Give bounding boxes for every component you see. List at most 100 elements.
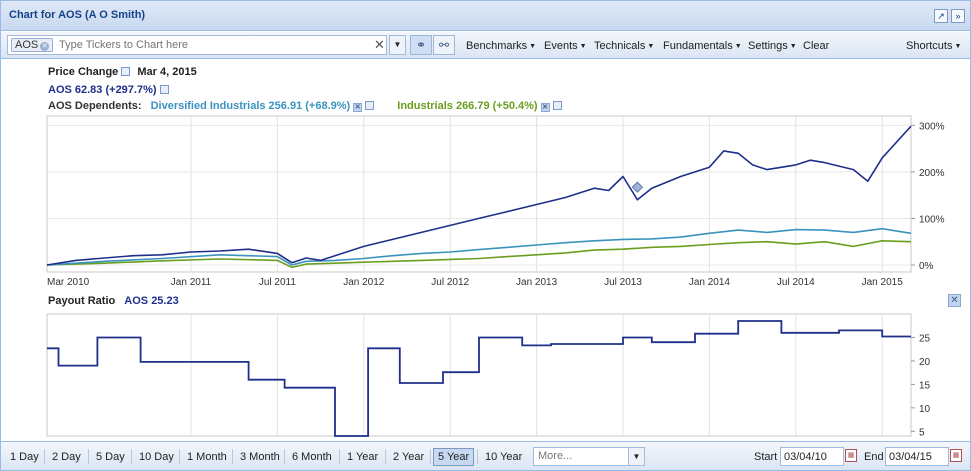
industrials-legend-label: Industrials 266.79 (+50.4%) bbox=[397, 100, 538, 112]
chart-toolbar: AOS✕ ✕ ▼ ⚭ ⚯ Benchmarks▼ Events▼ Technic… bbox=[1, 32, 970, 59]
dependents-label: AOS Dependents: bbox=[48, 100, 142, 112]
menu-shortcuts-label: Shortcuts bbox=[906, 40, 953, 52]
range-separator bbox=[232, 449, 233, 464]
menu-fundamentals[interactable]: Fundamentals ▼ bbox=[663, 40, 742, 52]
price-date: Mar 4, 2015 bbox=[137, 66, 197, 78]
calendar-icon[interactable]: ▦ bbox=[845, 449, 857, 462]
unlink-icon[interactable]: ⚯ bbox=[433, 35, 455, 55]
payout-ratio-line bbox=[47, 320, 911, 437]
chart-type-icon[interactable] bbox=[121, 67, 131, 76]
event-marker-icon bbox=[631, 181, 644, 193]
chevron-down-icon: ▼ bbox=[579, 43, 587, 50]
y-tick-label: 300% bbox=[919, 121, 945, 132]
x-tick-label: Jan 2015 bbox=[862, 277, 904, 288]
ticker-chip-label: AOS bbox=[15, 39, 39, 51]
remove-ticker-icon[interactable]: ✕ bbox=[40, 42, 50, 51]
end-date-input[interactable] bbox=[885, 447, 949, 466]
start-date-label: Start bbox=[754, 451, 778, 463]
chevron-down-icon: ▼ bbox=[529, 43, 537, 50]
range-separator bbox=[131, 449, 132, 464]
y-tick-label: 25 bbox=[919, 333, 931, 344]
range-separator bbox=[430, 449, 431, 464]
industrials-line bbox=[46, 240, 912, 269]
aos-legend: AOS 62.83 (+297.7%) bbox=[48, 84, 169, 96]
range-bar: 1 Day 2 Day 5 Day 10 Day 1 Month 3 Month 6 Mon… bbox=[1, 441, 970, 470]
range-button-10-day[interactable]: 10 Day bbox=[139, 451, 174, 463]
range-separator bbox=[44, 449, 45, 464]
y-tick-label: 100% bbox=[919, 214, 945, 225]
series-style-icon[interactable] bbox=[552, 101, 562, 110]
window-title: Chart for AOS (A O Smith) bbox=[9, 9, 146, 21]
ticker-chip[interactable]: AOS ✕ bbox=[11, 38, 54, 52]
x-tick-label: Jul 2012 bbox=[431, 277, 469, 288]
range-separator bbox=[385, 449, 386, 464]
range-button-1-year[interactable]: 1 Year bbox=[347, 451, 379, 463]
chevron-down-icon: ▼ bbox=[647, 43, 655, 50]
y-tick-label: 5 bbox=[919, 427, 925, 438]
price-chart: Mar 2010 Jan 2011 Jul 2011 Jan 2012 Jul 2012… bbox=[46, 115, 945, 288]
y-tick-label: 200% bbox=[919, 168, 945, 179]
popout-icon[interactable]: ↗ bbox=[934, 9, 948, 23]
x-tick-label: Mar 2010 bbox=[47, 277, 90, 288]
series-style-icon[interactable] bbox=[365, 101, 375, 110]
chevron-down-icon: ▼ bbox=[734, 43, 742, 50]
aos-legend-label: AOS 62.83 (+297.7%) bbox=[48, 84, 157, 96]
close-payout-panel-icon[interactable]: ✕ bbox=[948, 294, 961, 307]
x-tick-label: Jan 2014 bbox=[689, 277, 731, 288]
remove-industrials-icon[interactable]: ✕ bbox=[540, 103, 550, 112]
collapse-icon[interactable]: » bbox=[951, 9, 965, 23]
menu-benchmarks-label: Benchmarks bbox=[466, 40, 528, 52]
aos-price-line bbox=[46, 125, 912, 266]
payout-value: AOS 25.23 bbox=[124, 295, 179, 307]
range-button-2-day[interactable]: 2 Day bbox=[52, 451, 81, 463]
series-style-icon[interactable] bbox=[159, 85, 169, 94]
more-ranges-label: More... bbox=[538, 450, 573, 462]
diversified-legend-label: Diversified Industrials 256.91 (+68.9%) bbox=[150, 100, 351, 112]
ticker-box[interactable]: AOS✕ ✕ bbox=[7, 35, 387, 55]
more-ranges-select[interactable]: More... ▼ bbox=[533, 447, 645, 466]
x-tick-label: Jan 2011 bbox=[171, 277, 212, 288]
menu-settings-label: Settings bbox=[748, 40, 788, 52]
chevron-down-icon: ▼ bbox=[954, 43, 962, 50]
x-tick-label: Jul 2013 bbox=[604, 277, 642, 288]
payout-frame bbox=[46, 313, 912, 437]
range-button-6-month[interactable]: 6 Month bbox=[292, 451, 332, 463]
ticker-dropdown-button[interactable]: ▼ bbox=[389, 35, 406, 55]
range-button-10-year[interactable]: 10 Year bbox=[485, 451, 523, 463]
menu-benchmarks[interactable]: Benchmarks ▼ bbox=[466, 40, 536, 52]
plot-area: Price Change Mar 4, 2015 AOS 62.83 (+297… bbox=[1, 60, 970, 439]
range-button-5-year[interactable]: 5 Year bbox=[433, 448, 475, 466]
range-button-5-day[interactable]: 5 Day bbox=[96, 451, 125, 463]
chevron-down-icon: ▼ bbox=[789, 43, 797, 50]
range-separator bbox=[179, 449, 180, 464]
link-icon[interactable]: ⚭ bbox=[410, 35, 432, 55]
menu-events-label: Events bbox=[544, 40, 578, 52]
range-button-2-year[interactable]: 2 Year bbox=[393, 451, 425, 463]
payout-heading: Payout Ratio bbox=[48, 295, 116, 307]
menu-technicals[interactable]: Technicals ▼ bbox=[594, 40, 654, 52]
range-button-1-month[interactable]: 1 Month bbox=[187, 451, 227, 463]
dependents-legend: AOS Dependents: Diversified Industrials … bbox=[48, 100, 562, 112]
remove-diversified-icon[interactable]: ✕ bbox=[353, 103, 363, 112]
y-tick-label: 20 bbox=[919, 357, 931, 368]
menu-settings[interactable]: Settings ▼ bbox=[748, 40, 797, 52]
x-tick-label: Jul 2014 bbox=[777, 277, 815, 288]
clear-input-icon[interactable]: ✕ bbox=[374, 37, 385, 52]
range-button-3-month[interactable]: 3 Month bbox=[240, 451, 280, 463]
chevron-down-icon[interactable]: ▼ bbox=[628, 448, 644, 465]
range-separator bbox=[284, 449, 285, 464]
range-button-1-day[interactable]: 1 Day bbox=[10, 451, 39, 463]
start-date-input[interactable] bbox=[780, 447, 844, 466]
ticker-input[interactable] bbox=[59, 37, 359, 53]
price-panel-heading: Price Change bbox=[48, 66, 119, 78]
menu-shortcuts[interactable]: Shortcuts ▼ bbox=[906, 40, 961, 52]
y-tick-label: 10 bbox=[919, 404, 931, 415]
clear-button[interactable]: Clear bbox=[803, 40, 830, 52]
range-separator bbox=[339, 449, 340, 464]
menu-technicals-label: Technicals bbox=[594, 40, 646, 52]
calendar-icon[interactable]: ▦ bbox=[950, 449, 962, 462]
menu-events[interactable]: Events ▼ bbox=[544, 40, 587, 52]
x-tick-label: Jan 2013 bbox=[516, 277, 558, 288]
window-titlebar: Chart for AOS (A O Smith) ↗ » bbox=[1, 1, 970, 31]
x-tick-label: Jul 2011 bbox=[259, 277, 297, 288]
